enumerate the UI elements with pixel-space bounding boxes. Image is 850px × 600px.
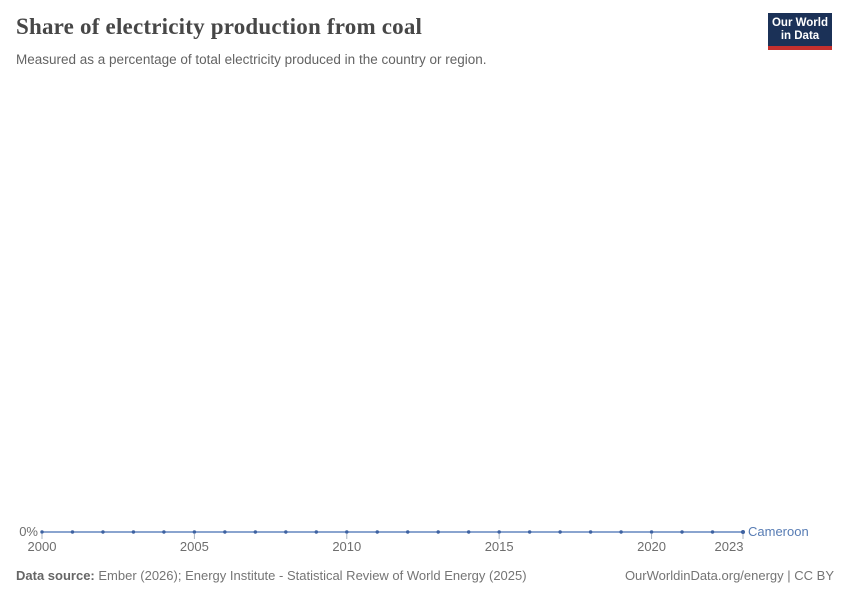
data-source-text: Ember (2026); Energy Institute - Statist… <box>94 568 527 583</box>
data-point[interactable] <box>558 530 562 534</box>
x-axis-label: 2000 <box>28 539 57 554</box>
owid-logo-line1: Our World <box>771 16 828 29</box>
x-axis-label: 2010 <box>332 539 361 554</box>
data-point[interactable] <box>466 530 471 534</box>
data-point[interactable] <box>741 530 745 534</box>
data-point[interactable] <box>192 530 197 534</box>
entity-label[interactable]: Cameroon <box>748 524 809 539</box>
data-point[interactable] <box>345 530 349 534</box>
x-axis-label: 2005 <box>180 539 209 554</box>
page-title: Share of electricity production from coa… <box>16 14 423 39</box>
data-point[interactable] <box>223 530 227 534</box>
data-source-label: Data source: <box>16 568 95 583</box>
data-point[interactable] <box>70 530 75 534</box>
chart-footer: Data source: Ember (2026); Energy Instit… <box>0 568 850 583</box>
data-point[interactable] <box>649 530 654 534</box>
data-point[interactable] <box>284 530 288 534</box>
x-axis-label: 2020 <box>637 539 666 554</box>
owid-logo-line2: in Data <box>780 29 820 42</box>
data-point[interactable] <box>253 530 258 534</box>
data-point[interactable] <box>162 530 166 534</box>
data-point[interactable] <box>588 530 593 534</box>
data-point[interactable] <box>710 530 715 534</box>
data-point[interactable] <box>375 530 379 534</box>
data-point[interactable] <box>314 530 319 534</box>
x-axis-label: 2023 <box>715 539 744 554</box>
owid-logo[interactable]: Our World in Data <box>768 13 832 50</box>
x-axis-label: 2015 <box>485 539 514 554</box>
data-source: Data source: Ember (2026); Energy Instit… <box>16 568 527 583</box>
data-point[interactable] <box>527 530 532 534</box>
credit-link[interactable]: OurWorldinData.org/energy | CC BY <box>624 568 834 583</box>
data-point[interactable] <box>40 530 44 534</box>
y-axis-label: 0% <box>19 524 38 539</box>
data-point[interactable] <box>619 530 623 534</box>
data-point[interactable] <box>497 530 501 534</box>
data-point[interactable] <box>406 530 410 534</box>
data-point[interactable] <box>131 530 136 534</box>
data-point[interactable] <box>101 530 105 534</box>
chart-subtitle: Measured as a percentage of total electr… <box>16 52 487 67</box>
data-point[interactable] <box>436 530 440 534</box>
data-point[interactable] <box>680 530 684 534</box>
